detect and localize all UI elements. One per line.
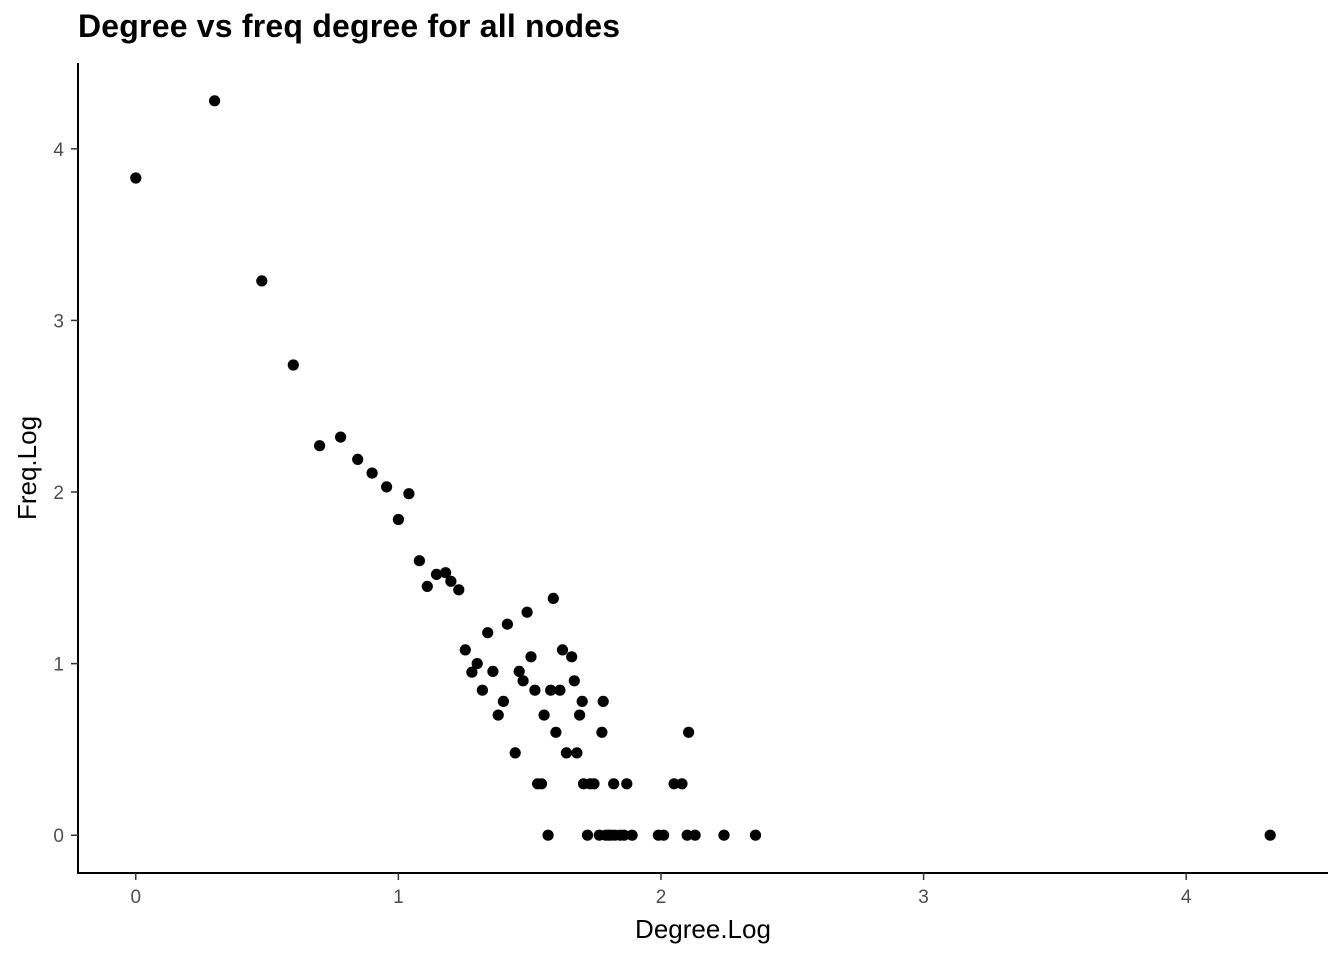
data-point: [576, 695, 588, 708]
data-point: [517, 675, 529, 687]
data-point: [554, 684, 566, 696]
data-point: [492, 709, 504, 721]
data-point: [689, 829, 701, 841]
x-tick-label: 2: [656, 887, 667, 908]
data-point: [588, 778, 600, 790]
data-point: [683, 726, 695, 738]
data-point: [381, 481, 393, 493]
data-point: [556, 644, 569, 656]
data-point: [314, 440, 326, 452]
x-tick-label: 0: [130, 887, 141, 908]
data-point: [403, 488, 415, 500]
data-point: [718, 829, 730, 841]
data-point: [487, 665, 499, 678]
data-point: [521, 606, 533, 618]
data-point: [453, 584, 465, 596]
data-point: [658, 829, 670, 841]
data-point: [366, 467, 378, 479]
data-point: [626, 829, 638, 841]
data-point: [1264, 829, 1276, 841]
data-point: [547, 592, 559, 605]
data-point: [535, 778, 548, 790]
data-point: [596, 726, 608, 738]
data-point: [440, 567, 452, 579]
data-point: [413, 555, 425, 567]
data-point: [571, 747, 583, 759]
y-axis-title: Freq.Log: [12, 416, 42, 520]
chart-title: Degree vs freq degree for all nodes: [78, 8, 621, 44]
data-point: [529, 684, 541, 696]
data-point: [566, 651, 578, 663]
data-point: [538, 709, 550, 721]
data-point: [597, 695, 609, 708]
data-point: [621, 778, 633, 790]
y-tick-label: 1: [53, 655, 64, 676]
data-point: [542, 829, 554, 841]
data-point: [525, 651, 537, 663]
y-ticks: 0 1 2 3 4: [53, 140, 78, 847]
data-point: [287, 359, 299, 371]
x-tick-label: 3: [918, 887, 929, 908]
data-point: [560, 747, 573, 759]
data-point: [513, 665, 525, 678]
y-tick-label: 0: [53, 826, 64, 847]
data-point: [550, 726, 562, 738]
data-point: [392, 513, 404, 526]
y-tick-label: 3: [53, 311, 64, 332]
points-layer: [130, 95, 1276, 841]
data-point: [509, 747, 521, 759]
data-point: [476, 684, 488, 696]
data-point: [668, 778, 680, 790]
data-point: [256, 275, 268, 287]
data-point: [352, 453, 364, 465]
data-point: [574, 709, 586, 721]
x-axis-title: Degree.Log: [635, 914, 771, 944]
data-point: [209, 95, 221, 107]
data-point: [482, 627, 494, 639]
data-point: [421, 580, 433, 593]
data-point: [130, 172, 142, 184]
data-point: [568, 675, 580, 687]
data-point: [681, 829, 693, 841]
data-point: [445, 575, 457, 587]
data-point: [335, 431, 347, 443]
data-point: [497, 695, 509, 708]
data-point: [466, 666, 478, 678]
data-point: [459, 644, 471, 656]
x-ticks: 0 1 2 3 4: [130, 873, 1192, 908]
data-point: [749, 829, 762, 841]
data-point: [581, 829, 594, 841]
data-point: [618, 829, 630, 841]
data-point: [608, 778, 620, 790]
x-tick-label: 1: [393, 887, 404, 908]
data-point: [471, 658, 483, 670]
data-point: [501, 618, 513, 630]
data-point: [430, 568, 443, 581]
data-point: [545, 684, 557, 696]
data-point: [676, 778, 688, 790]
y-tick-label: 4: [53, 140, 64, 161]
x-tick-label: 4: [1181, 887, 1192, 908]
y-tick-label: 2: [53, 483, 64, 504]
